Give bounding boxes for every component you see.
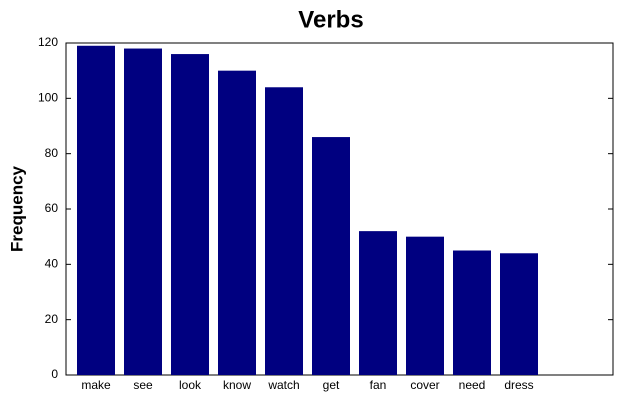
y-tick-label: 120 (38, 35, 58, 49)
bar (124, 48, 162, 376)
x-tick-label: need (459, 378, 486, 392)
chart-title: Verbs (298, 6, 363, 33)
y-tick-label: 60 (45, 201, 59, 215)
y-tick-label: 100 (38, 91, 58, 105)
bar (265, 87, 303, 376)
bar (171, 54, 209, 376)
x-tick-label: cover (410, 378, 439, 392)
x-tick-label: get (323, 378, 340, 392)
x-tick-label: dress (504, 378, 533, 392)
y-axis-label: Frequency (7, 165, 26, 252)
bar (453, 250, 491, 375)
x-tick-label: watch (267, 378, 299, 392)
x-tick-label: fan (370, 378, 387, 392)
y-tick-label: 20 (45, 312, 59, 326)
x-tick-label: make (81, 378, 111, 392)
y-tick-label: 0 (51, 367, 58, 381)
x-tick-label: see (133, 378, 153, 392)
y-tick-label: 40 (45, 257, 59, 271)
x-tick-label: look (179, 378, 202, 392)
bar (312, 137, 350, 375)
bar (77, 45, 115, 376)
bar (406, 236, 444, 375)
x-tick-label: know (223, 378, 251, 392)
bar (500, 253, 538, 375)
y-tick-label: 80 (45, 146, 59, 160)
bar (218, 70, 256, 376)
bar (359, 231, 397, 375)
